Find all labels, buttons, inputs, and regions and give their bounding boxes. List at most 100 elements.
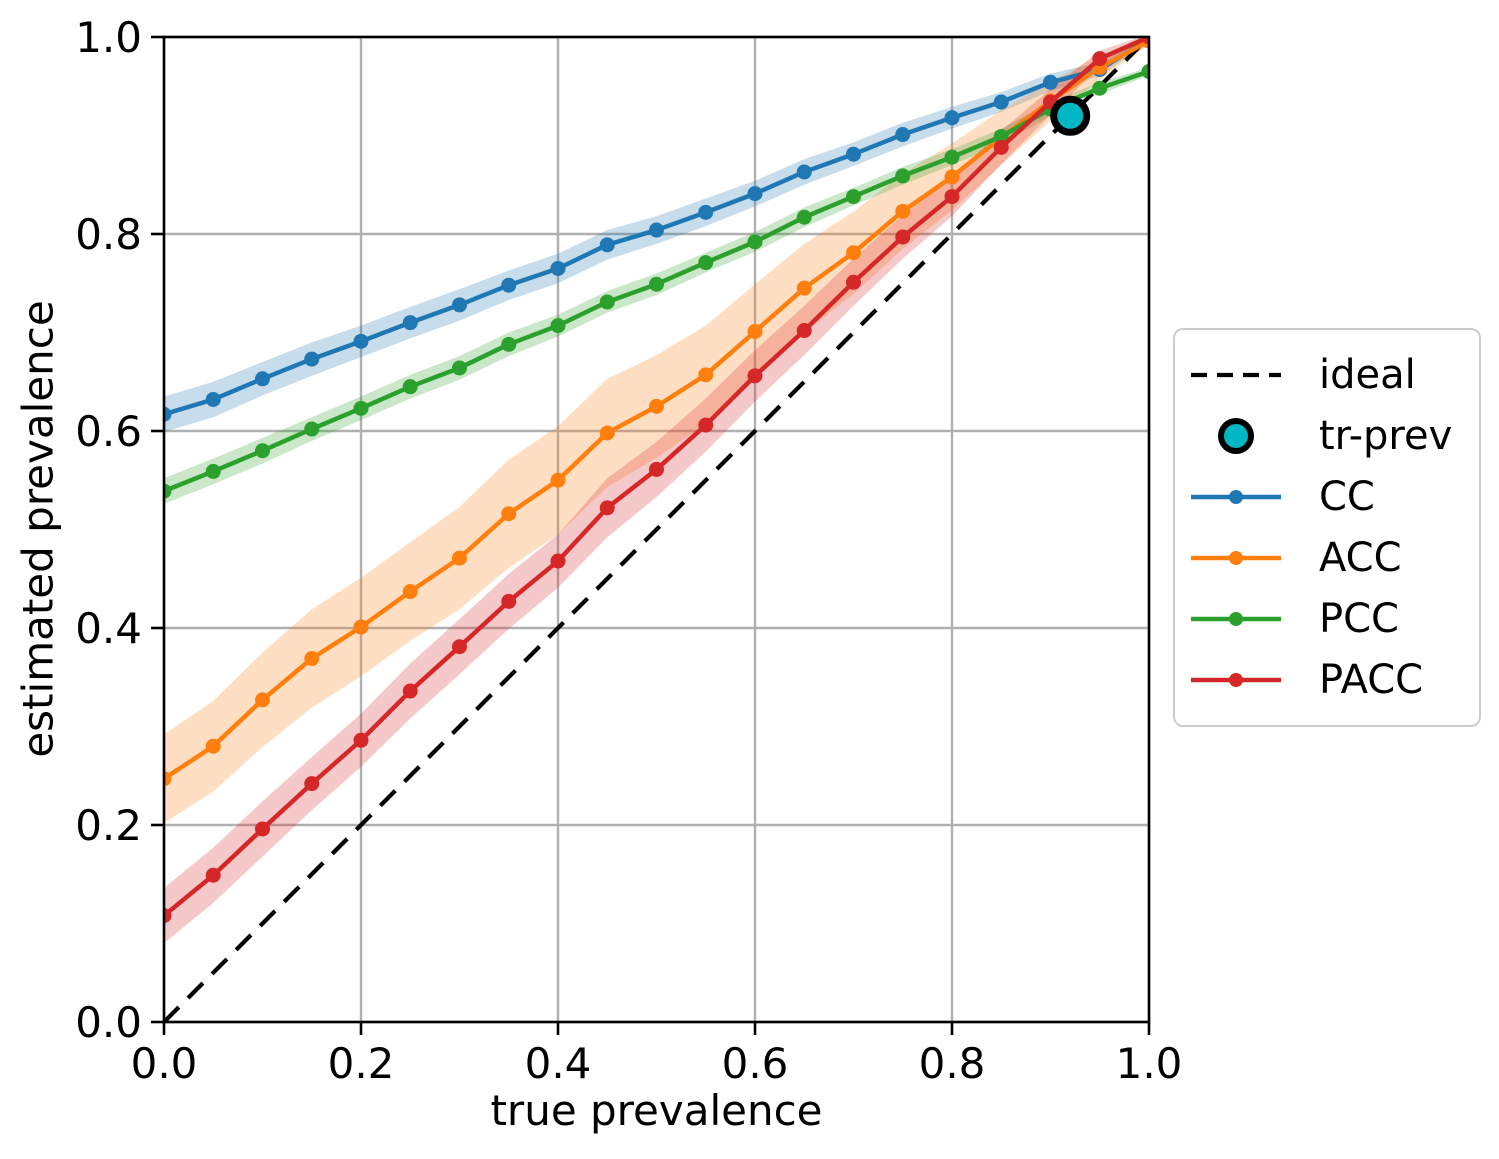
marker-pcc [452, 360, 467, 376]
marker-cc [402, 315, 418, 331]
marker-cc [304, 351, 320, 367]
marker-cc [993, 94, 1009, 110]
marker-acc [353, 619, 369, 635]
x-tick-label: 0.0 [131, 1039, 198, 1088]
marker-acc [402, 584, 418, 600]
legend-label: PCC [1319, 596, 1399, 642]
marker-pcc [747, 234, 763, 250]
marker-pcc [550, 318, 566, 334]
marker-acc [698, 367, 714, 383]
marker-pcc [846, 189, 861, 205]
marker-pcc [501, 336, 517, 352]
marker-pacc [501, 593, 517, 609]
x-tick-label: 0.6 [722, 1039, 789, 1088]
marker-pcc [205, 463, 221, 479]
marker-pcc [304, 421, 320, 437]
marker-cc [944, 110, 960, 126]
marker-pacc [895, 229, 911, 245]
marker-acc [255, 692, 270, 708]
marker-acc [846, 245, 861, 261]
marker-pacc [550, 553, 566, 569]
legend-label: ACC [1319, 535, 1402, 581]
marker-cc [452, 297, 467, 313]
legend-entry-ideal: ideal [1175, 353, 1479, 397]
x-tick-label: 0.4 [525, 1039, 592, 1088]
marker-pcc [255, 443, 270, 459]
marker-pacc [698, 417, 714, 433]
y-tick-label: 0.8 [75, 210, 142, 259]
marker-pcc [164, 483, 172, 499]
marker-cc [796, 164, 812, 180]
band-pacc [164, 37, 1149, 944]
y-tick-label: 0.4 [75, 604, 142, 653]
marker-cc [255, 371, 270, 387]
marker-pacc [1141, 37, 1149, 45]
marker-acc [164, 771, 172, 787]
marker-pcc [944, 149, 960, 165]
marker-pacc [944, 189, 960, 205]
dashed-line-icon [1189, 353, 1319, 397]
marker-pacc [796, 323, 812, 339]
legend-entry-pcc: PCC [1175, 597, 1479, 641]
legend-entry-acc: ACC [1175, 536, 1479, 580]
marker-acc [501, 506, 517, 522]
marker-pacc [599, 500, 615, 516]
marker-pacc [255, 821, 270, 837]
marker-cc [649, 222, 664, 238]
confidence-bands [164, 37, 1149, 944]
marker-pcc [402, 379, 418, 395]
tr-prev-marker [1050, 95, 1091, 136]
marker-pacc [304, 776, 320, 792]
y-tick-label: 0.6 [75, 407, 142, 456]
y-axis-label: estimated prevalence [13, 300, 63, 758]
axes-spines [162, 35, 1151, 1024]
marker-pacc [993, 139, 1009, 155]
marker-pacc [402, 683, 418, 699]
marker-acc [796, 280, 812, 296]
marker-cc [164, 406, 172, 422]
marker-pcc [895, 168, 911, 184]
marker-cc [1043, 74, 1058, 90]
marker-cc [747, 186, 763, 202]
marker-pacc [452, 639, 467, 655]
marker-pacc [353, 732, 369, 748]
ticks: 0.0 0.2 0.4 0.6 0.8 1.0 0.0 0.2 0.4 0.6 0.8 1.0 [75, 13, 1182, 1088]
marker-acc [550, 472, 566, 488]
marker-acc [747, 324, 763, 340]
x-tick-label: 0.2 [328, 1039, 395, 1088]
marker-pacc [747, 368, 763, 384]
marker-pcc [993, 128, 1009, 144]
marker-acc [599, 425, 615, 441]
marker-cc [205, 391, 221, 407]
legend-entry-cc: CC [1175, 475, 1479, 519]
line-marker-icon [1189, 597, 1319, 641]
marker-pcc [796, 209, 812, 225]
marker-pacc [164, 908, 172, 924]
y-tick-label: 0.2 [75, 801, 142, 850]
marker-acc [205, 738, 221, 754]
marker-cc [353, 333, 369, 349]
marker-pcc [1141, 63, 1149, 79]
legend-entry-pacc: PACC [1175, 658, 1479, 702]
marker-pcc [698, 255, 714, 271]
series-pacc [164, 37, 1149, 924]
line-marker-icon [1189, 475, 1319, 519]
line-marker-icon [1189, 658, 1319, 702]
marker-cc [895, 127, 911, 143]
marker-pcc [599, 294, 615, 310]
legend-label: PACC [1319, 657, 1424, 703]
line-marker-icon [1189, 536, 1319, 580]
marker-acc [649, 398, 664, 414]
y-tick-label: 0.0 [75, 998, 142, 1047]
marker-pcc [353, 400, 369, 416]
circle-marker-icon [1189, 414, 1319, 458]
legend-label: tr-prev [1319, 413, 1453, 459]
marker-pacc [649, 461, 664, 477]
marker-cc [599, 237, 615, 253]
marker-cc [501, 277, 517, 293]
marker-acc [895, 203, 911, 219]
marker-pacc [846, 274, 861, 290]
marker-cc [550, 260, 566, 276]
